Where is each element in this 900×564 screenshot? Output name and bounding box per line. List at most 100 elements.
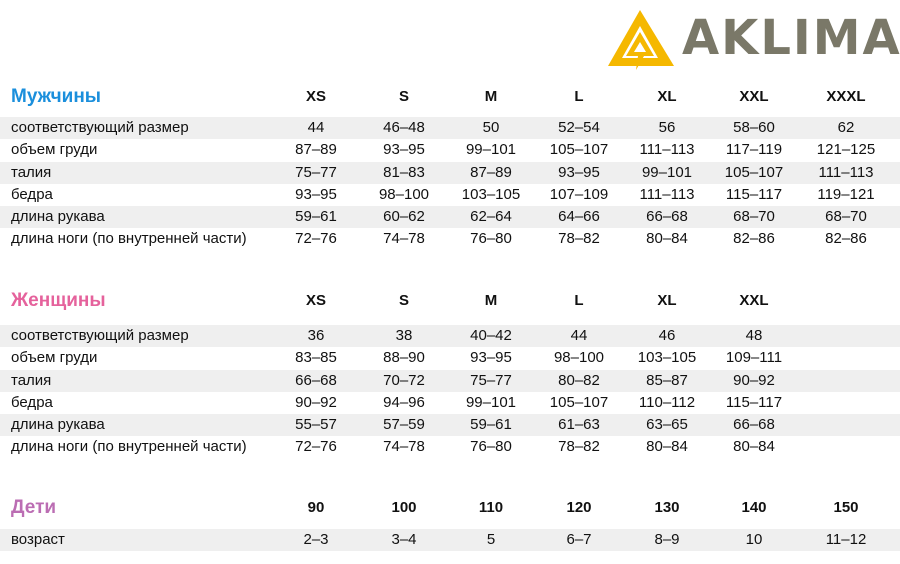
men-size-table: Мужчины XS S M L XL XXL XXXL соответствующий раз… — [0, 86, 900, 251]
size-header: 90 — [307, 499, 325, 516]
table-cell: 75–77 — [295, 163, 337, 181]
table-cell: 62–64 — [470, 208, 512, 226]
size-header: XL — [657, 292, 677, 309]
table-cell: 44 — [307, 119, 325, 136]
size-header: XS — [305, 292, 326, 309]
table-cell: 11–12 — [825, 531, 867, 548]
table-cell: 107–109 — [549, 185, 609, 203]
table-cell: 90–92 — [733, 371, 775, 389]
table-cell: 93–95 — [558, 163, 600, 181]
size-header: 130 — [654, 499, 680, 516]
size-header: XXL — [739, 292, 769, 309]
table-cell: 6–7 — [566, 531, 592, 548]
size-header: XXL — [739, 88, 769, 105]
table-cell: 94–96 — [383, 393, 425, 411]
row-label: объем груди — [11, 349, 98, 367]
table-cell: 105–107 — [549, 141, 609, 159]
table-cell: 68–70 — [825, 208, 867, 226]
table-cell: 62 — [837, 119, 855, 136]
table-cell: 74–78 — [383, 438, 425, 456]
table-cell: 61–63 — [558, 416, 600, 434]
table-cell: 82–86 — [825, 230, 867, 248]
size-header: L — [574, 292, 584, 309]
table-cell: 59–61 — [470, 416, 512, 434]
table-cell: 72–76 — [295, 230, 337, 248]
table-cell: 56 — [658, 119, 676, 136]
table-cell: 5 — [486, 531, 496, 548]
table-cell: 59–61 — [295, 208, 337, 226]
table-cell: 66–68 — [646, 208, 688, 226]
size-header: M — [484, 292, 498, 309]
size-header: 140 — [741, 499, 767, 516]
table-cell: 75–77 — [470, 371, 512, 389]
table-row: талия 75–77 81–83 87–89 93–95 99–101 105–107 11… — [0, 161, 900, 184]
table-cell: 105–107 — [724, 163, 784, 181]
kids-title: Дети — [11, 497, 57, 518]
table-row: бедра 93–95 98–100 103–105 107–109 111–113 115… — [0, 184, 900, 206]
table-cell: 80–82 — [558, 371, 600, 389]
table-cell: 99–101 — [465, 393, 517, 411]
kids-header-row: Дети 90 100 110 120 130 140 150 — [0, 497, 900, 519]
table-cell: 44 — [570, 327, 588, 344]
row-label: возраст — [11, 531, 65, 548]
size-header: 110 — [478, 499, 504, 516]
size-header: 150 — [833, 499, 859, 516]
size-header: XL — [657, 88, 677, 105]
table-cell: 99–101 — [465, 141, 517, 159]
table-row: длина ноги (по внутренней части) 72–76 74–… — [0, 228, 900, 250]
table-cell: 119–121 — [817, 185, 875, 203]
table-cell: 87–89 — [295, 141, 337, 159]
table-cell: 36 — [307, 327, 325, 344]
table-cell: 66–68 — [733, 416, 775, 434]
row-label: объем груди — [11, 141, 98, 159]
table-row: талия 66–68 70–72 75–77 80–82 85–87 90–92 — [0, 369, 900, 392]
women-title: Женщины — [11, 290, 106, 311]
table-cell: 55–57 — [295, 416, 337, 434]
table-cell: 103–105 — [637, 349, 697, 367]
table-cell: 99–101 — [641, 163, 693, 181]
table-cell: 121–125 — [816, 141, 876, 159]
table-cell: 93–95 — [383, 141, 425, 159]
table-cell: 111–113 — [639, 185, 695, 203]
table-cell: 46–48 — [383, 119, 425, 136]
men-header-row: Мужчины XS S M L XL XXL XXXL — [0, 86, 900, 108]
table-cell: 78–82 — [558, 438, 600, 456]
table-row: длина ноги (по внутренней части) 72–76 74–… — [0, 436, 900, 458]
table-row: объем груди 87–89 93–95 99–101 105–107 111–11… — [0, 139, 900, 161]
kids-size-table: Дети 90 100 110 120 130 140 150 возраст 2–3 3–4 5 6–… — [0, 497, 900, 552]
table-cell: 48 — [745, 327, 763, 344]
row-label: талия — [11, 163, 52, 181]
table-cell: 80–84 — [646, 230, 688, 248]
size-header: 100 — [391, 499, 417, 516]
table-row: соответствующий размер 44 46–48 50 52–54 56 58… — [0, 117, 900, 140]
table-cell: 72–76 — [295, 438, 337, 456]
brand-name: AKLIMA — [682, 10, 900, 66]
women-size-table: Женщины XS S M L XL XXL соответствующий размер 3… — [0, 290, 900, 459]
table-row: возраст 2–3 3–4 5 6–7 8–9 10 11–12 — [0, 529, 900, 552]
table-cell: 66–68 — [295, 371, 337, 389]
size-header: L — [574, 88, 584, 105]
table-cell: 109–111 — [725, 349, 783, 367]
table-cell: 93–95 — [295, 185, 337, 203]
table-row: длина рукава 59–61 60–62 62–64 64–66 66–68 68–… — [0, 206, 900, 229]
table-row: объем груди 83–85 88–90 93–95 98–100 103–105 1… — [0, 347, 900, 369]
table-cell: 2–3 — [303, 531, 329, 548]
table-cell: 90–92 — [295, 393, 337, 411]
aklima-logo: AKLIMA — [604, 8, 900, 72]
table-cell: 68–70 — [733, 208, 775, 226]
women-header-row: Женщины XS S M L XL XXL — [0, 290, 900, 312]
row-label: соответствующий размер — [11, 327, 189, 344]
table-cell: 105–107 — [549, 393, 609, 411]
table-cell: 81–83 — [383, 163, 425, 181]
table-cell: 64–66 — [558, 208, 600, 226]
row-label: длина рукава — [11, 208, 105, 226]
row-label: длина рукава — [11, 416, 105, 434]
logo-mountain-icon — [608, 10, 674, 70]
men-title: Мужчины — [11, 86, 102, 107]
table-cell: 57–59 — [383, 416, 425, 434]
table-cell: 46 — [658, 327, 676, 344]
table-cell: 88–90 — [383, 349, 425, 367]
table-cell: 80–84 — [646, 438, 688, 456]
table-cell: 3–4 — [391, 531, 417, 548]
size-header: S — [398, 88, 409, 105]
